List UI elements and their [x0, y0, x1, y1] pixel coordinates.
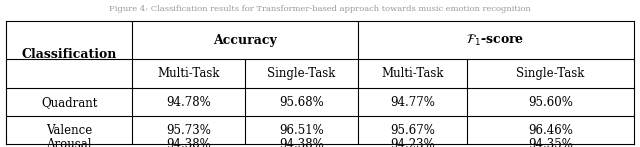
- Text: Multi-Task: Multi-Task: [157, 67, 220, 80]
- Text: 94.23%: 94.23%: [390, 138, 435, 147]
- Text: Multi-Task: Multi-Task: [381, 67, 444, 80]
- Text: 95.60%: 95.60%: [528, 96, 573, 109]
- Text: 94.77%: 94.77%: [390, 96, 435, 109]
- Text: 94.78%: 94.78%: [166, 96, 211, 109]
- Text: 95.67%: 95.67%: [390, 124, 435, 137]
- Text: 94.38%: 94.38%: [166, 138, 211, 147]
- Text: Figure 4: Classification results for Transformer-based approach towards music em: Figure 4: Classification results for Tra…: [109, 5, 531, 13]
- Text: 96.51%: 96.51%: [279, 124, 324, 137]
- Text: 94.38%: 94.38%: [279, 138, 324, 147]
- Text: Accuracy: Accuracy: [213, 34, 276, 47]
- Text: Classification: Classification: [21, 48, 117, 61]
- Text: Valence: Valence: [46, 124, 92, 137]
- Text: Single-Task: Single-Task: [267, 67, 335, 80]
- Text: 94.35%: 94.35%: [528, 138, 573, 147]
- Text: Quadrant: Quadrant: [41, 96, 97, 109]
- Text: 95.73%: 95.73%: [166, 124, 211, 137]
- Text: Arousal: Arousal: [46, 138, 92, 147]
- Text: $\mathcal{F}_1$-score: $\mathcal{F}_1$-score: [467, 33, 525, 48]
- Text: Single-Task: Single-Task: [516, 67, 585, 80]
- Text: 96.46%: 96.46%: [528, 124, 573, 137]
- Text: 95.68%: 95.68%: [279, 96, 324, 109]
